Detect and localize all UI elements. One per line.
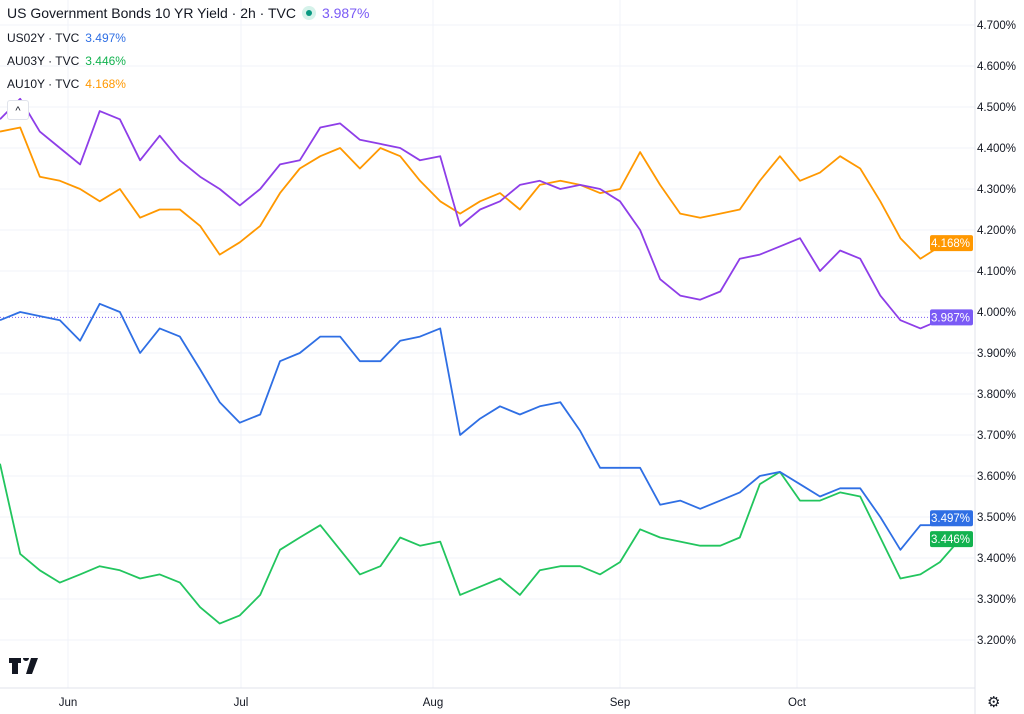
y-tick-label: 4.300% — [977, 184, 1016, 196]
y-tick-label: 4.600% — [977, 61, 1016, 73]
main-legend[interactable]: US Government Bonds 10 YR Yield · 2h · T… — [7, 5, 369, 21]
last-value-badge-au10y — [930, 235, 973, 252]
last-value-badge-us10y — [930, 309, 973, 326]
x-tick-label: Oct — [788, 697, 807, 709]
y-tick-label: 4.400% — [977, 143, 1016, 155]
series-line-us02y[interactable] — [0, 302, 961, 551]
chevron-up-icon[interactable]: ^ — [7, 100, 29, 120]
last-value-label: 4.168% — [931, 238, 970, 250]
legend-au03y[interactable]: AU03Y · TVC 3.446% — [7, 54, 126, 68]
y-tick-label: 4.700% — [977, 20, 1016, 32]
y-tick-label: 3.400% — [977, 553, 1016, 565]
series-line-au10y[interactable] — [0, 126, 961, 260]
x-tick-label: Aug — [423, 697, 443, 709]
y-tick-label: 3.900% — [977, 348, 1016, 360]
series-lines — [0, 97, 975, 625]
y-tick-label: 3.600% — [977, 471, 1016, 483]
last-value-label: 3.446% — [931, 534, 970, 546]
series-line-au03y[interactable] — [0, 463, 961, 625]
last-value-badge-au03y — [930, 531, 973, 548]
main-symbol-title: US Government Bonds 10 YR Yield · 2h · T… — [7, 5, 296, 21]
grid-lines — [0, 0, 975, 688]
y-tick-label: 3.800% — [977, 389, 1016, 401]
legend-label: AU10Y · TVC — [7, 77, 80, 91]
y-tick-label: 3.200% — [977, 635, 1016, 647]
legend-value: 3.497% — [85, 31, 126, 45]
time-axis[interactable]: Jun Jul Aug Sep Oct — [59, 697, 807, 709]
price-axis[interactable]: 3.200% 3.300% 3.400% 3.500% 3.600% 3.700% 3.80… — [977, 20, 1016, 647]
x-tick-label: Sep — [610, 697, 630, 709]
y-tick-label: 4.500% — [977, 102, 1016, 114]
legend-au10y[interactable]: AU10Y · TVC 4.168% — [7, 77, 126, 91]
y-tick-label: 3.500% — [977, 512, 1016, 524]
series-line-us10y[interactable] — [0, 97, 961, 330]
x-tick-label: Jul — [234, 697, 249, 709]
last-value-label: 3.497% — [931, 513, 970, 525]
y-tick-label: 3.300% — [977, 594, 1016, 606]
last-value-badge-us02y — [930, 510, 973, 527]
last-value-badges: 3.987% 4.168% 3.497% 3.446% — [930, 235, 973, 548]
last-value-label: 3.987% — [931, 312, 970, 324]
legend-label: AU03Y · TVC — [7, 54, 80, 68]
y-tick-label: 4.000% — [977, 307, 1016, 319]
legend-value: 3.446% — [85, 54, 126, 68]
market-status-icon — [301, 6, 316, 20]
x-tick-label: Jun — [59, 697, 78, 709]
y-tick-label: 4.100% — [977, 266, 1016, 278]
legend-us02y[interactable]: US02Y · TVC 3.497% — [7, 31, 126, 45]
legend-label: US02Y · TVC — [7, 31, 80, 45]
y-tick-label: 4.200% — [977, 225, 1016, 237]
tradingview-logo[interactable] — [9, 655, 41, 679]
legend-value: 4.168% — [85, 77, 126, 91]
gear-icon[interactable]: ⚙ — [987, 694, 1001, 711]
y-tick-label: 3.700% — [977, 430, 1016, 442]
main-symbol-value: 3.987% — [321, 5, 370, 21]
